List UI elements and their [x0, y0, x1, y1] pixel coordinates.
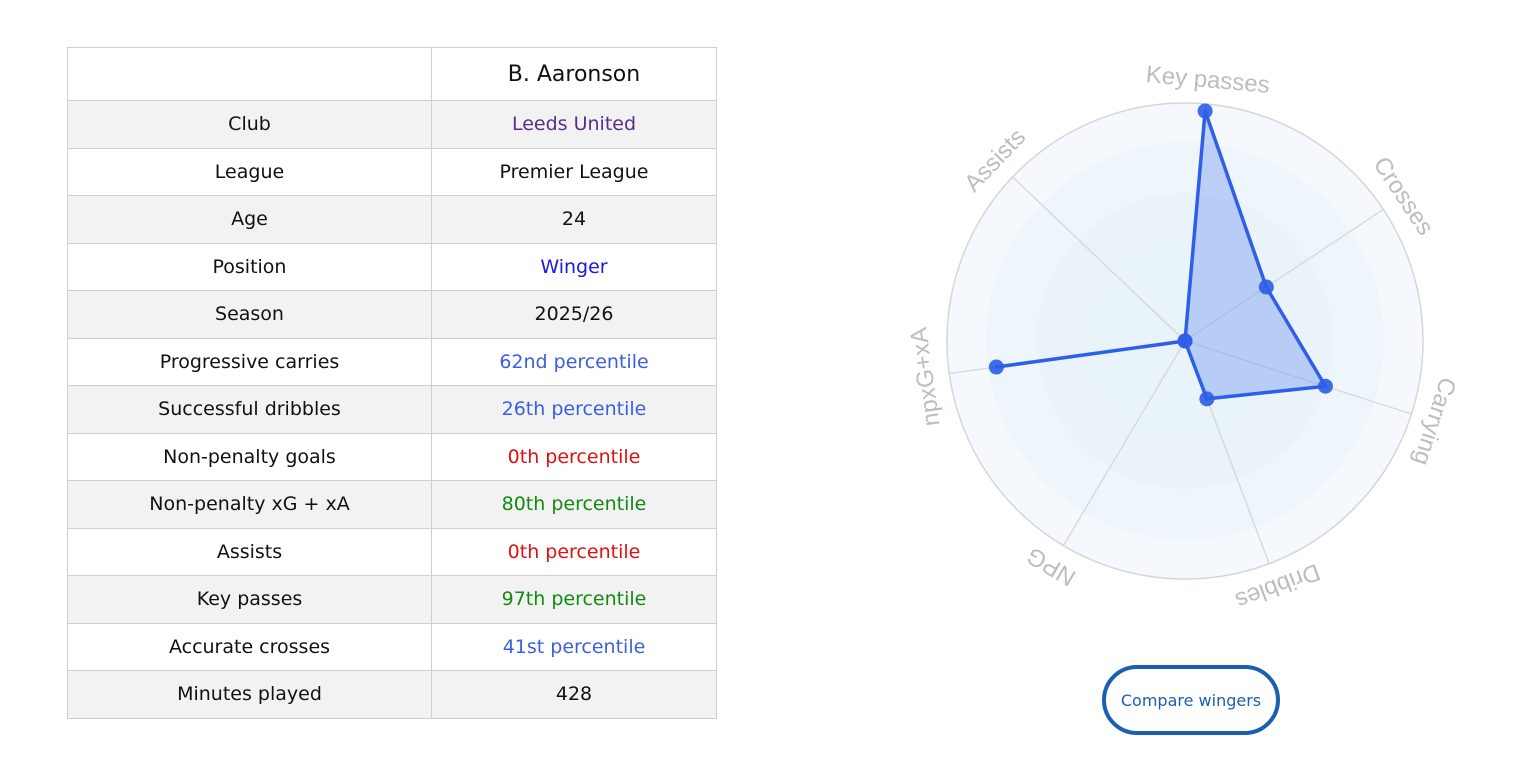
radar-spoke: [1184, 208, 1384, 342]
row-value: 41st percentile: [431, 622, 717, 671]
row-value: 428: [431, 670, 717, 719]
table-row: Minutes played 428: [67, 670, 717, 719]
row-label: Progressive carries: [67, 337, 432, 386]
row-value: 0th percentile: [431, 527, 717, 576]
row-value: Leeds United: [431, 100, 717, 149]
table-row: Key passes 97th percentile: [67, 575, 717, 624]
radar-series-area: [994, 109, 1328, 401]
row-value: 97th percentile: [431, 575, 717, 624]
row-label: Successful dribbles: [67, 385, 432, 434]
row-label: Key passes: [67, 575, 432, 624]
radar-point-2: [1317, 378, 1333, 394]
radar-axis-label: npxG+xA: [905, 326, 945, 428]
stats-table-body: Club Leeds United League Premier League Age 2…: [67, 100, 717, 719]
radar-spoke: [1184, 340, 1412, 415]
table-row: Successful dribbles 26th percentile: [67, 385, 717, 434]
row-label: League: [67, 147, 432, 196]
radar-axis-label: Key passes: [1145, 61, 1271, 99]
row-label: Season: [67, 290, 432, 339]
row-value: 80th percentile: [431, 480, 717, 529]
row-label: Club: [67, 100, 432, 149]
player-stats-table: B. Aaronson Club Leeds United League Premie…: [67, 47, 717, 719]
table-row: Progressive carries 62nd percentile: [67, 337, 717, 386]
table-row: Assists 0th percentile: [67, 527, 717, 576]
row-label: Non-penalty goals: [67, 432, 432, 481]
radar-chart-svg: Key passesCrossesCarryingDribblesNPGnpxG…: [905, 61, 1461, 614]
header-empty-cell: [67, 47, 432, 101]
player-name-header: B. Aaronson: [431, 47, 717, 101]
row-label: Accurate crosses: [67, 622, 432, 671]
row-value: Winger: [431, 242, 717, 291]
row-value: Premier League: [431, 147, 717, 196]
row-label: Position: [67, 242, 432, 291]
radar-point-5: [988, 359, 1004, 375]
row-value: 62nd percentile: [431, 337, 717, 386]
table-row: Non-penalty xG + xA 80th percentile: [67, 480, 717, 529]
radar-chart: Key passes Crosses Carrying Dribbles NPG npxG…: [890, 40, 1490, 640]
radar-point-0: [1197, 103, 1213, 119]
table-row: Non-penalty goals 0th percentile: [67, 432, 717, 481]
row-label: Minutes played: [67, 670, 432, 719]
table-row: Club Leeds United: [67, 100, 717, 149]
radar-point-6: [1177, 333, 1193, 349]
row-label: Assists: [67, 527, 432, 576]
table-row: League Premier League: [67, 147, 717, 196]
row-label: Age: [67, 195, 432, 244]
radar-spoke: [1062, 340, 1186, 546]
table-row: Position Winger: [67, 242, 717, 291]
table-header-row: B. Aaronson: [67, 47, 717, 101]
row-value: 0th percentile: [431, 432, 717, 481]
row-label: Non-penalty xG + xA: [67, 480, 432, 529]
row-value: 26th percentile: [431, 385, 717, 434]
table-row: Season 2025/26: [67, 290, 717, 339]
row-value: 24: [431, 195, 717, 244]
radar-spoke: [1012, 176, 1186, 342]
radar-point-3: [1199, 391, 1215, 407]
table-row: Accurate crosses 41st percentile: [67, 622, 717, 671]
radar-point-1: [1258, 279, 1274, 295]
compare-wingers-button[interactable]: Compare wingers: [1102, 665, 1280, 735]
table-row: Age 24: [67, 195, 717, 244]
row-value: 2025/26: [431, 290, 717, 339]
